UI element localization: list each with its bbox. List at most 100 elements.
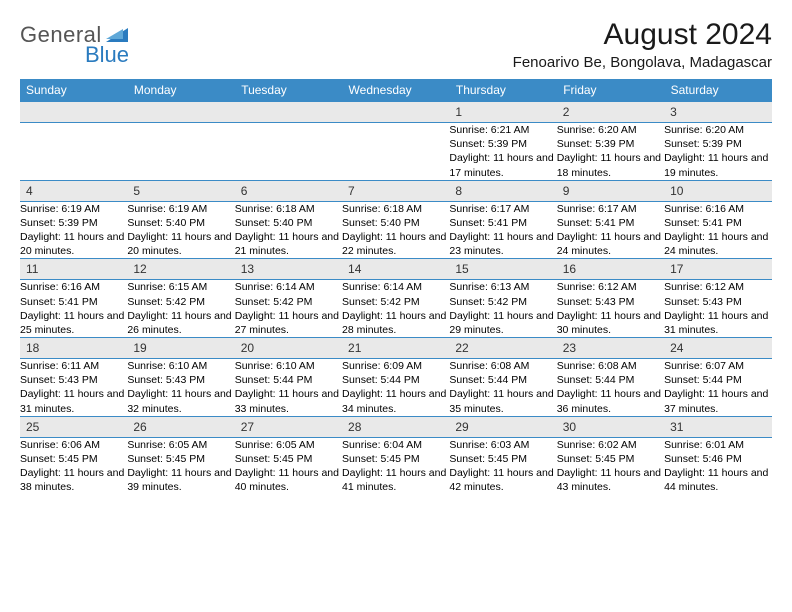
sunrise-text: Sunrise: 6:04 AM [342,438,449,452]
sunrise-text: Sunrise: 6:11 AM [20,359,127,373]
sunrise-text: Sunrise: 6:14 AM [342,280,449,294]
day-details-cell: Sunrise: 6:15 AMSunset: 5:42 PMDaylight:… [127,280,234,338]
sunset-text: Sunset: 5:45 PM [557,452,664,466]
day-number: 28 [342,417,449,437]
day-details-cell: Sunrise: 6:03 AMSunset: 5:45 PMDaylight:… [449,437,556,494]
sunset-text: Sunset: 5:44 PM [449,373,556,387]
day-number: 29 [449,417,556,437]
sunset-text: Sunset: 5:39 PM [557,137,664,151]
day-number-cell: 7 [342,180,449,201]
month-title: August 2024 [513,18,772,52]
weekday-header: Friday [557,79,664,102]
sunset-text: Sunset: 5:42 PM [127,295,234,309]
sunset-text: Sunset: 5:45 PM [20,452,127,466]
sunset-text: Sunset: 5:41 PM [664,216,771,230]
day-number: 31 [664,417,771,437]
sunset-text: Sunset: 5:39 PM [449,137,556,151]
day-number-cell: 29 [449,416,556,437]
daylight-text: Daylight: 11 hours and 24 minutes. [664,230,771,258]
day-number-cell: 31 [664,416,771,437]
day-details-cell: Sunrise: 6:11 AMSunset: 5:43 PMDaylight:… [20,359,127,417]
day-number-cell: 25 [20,416,127,437]
daylight-text: Daylight: 11 hours and 20 minutes. [20,230,127,258]
sunset-text: Sunset: 5:45 PM [449,452,556,466]
sunset-text: Sunset: 5:45 PM [127,452,234,466]
day-number-cell: 12 [127,259,234,280]
day-number: 10 [664,181,771,201]
day-details-cell: Sunrise: 6:19 AMSunset: 5:40 PMDaylight:… [127,201,234,259]
day-number: 12 [127,259,234,279]
day-number-cell [127,102,234,123]
day-number: 4 [20,181,127,201]
daylight-text: Daylight: 11 hours and 24 minutes. [557,230,664,258]
sunset-text: Sunset: 5:45 PM [235,452,342,466]
day-number: 17 [664,259,771,279]
header: General August 2024 Fenoarivo Be, Bongol… [20,18,772,71]
day-details-cell [20,123,127,181]
sunset-text: Sunset: 5:41 PM [20,295,127,309]
daylight-text: Daylight: 11 hours and 36 minutes. [557,387,664,415]
sunset-text: Sunset: 5:46 PM [664,452,771,466]
weekday-header: Monday [127,79,234,102]
day-details-cell: Sunrise: 6:10 AMSunset: 5:44 PMDaylight:… [235,359,342,417]
sunset-text: Sunset: 5:43 PM [127,373,234,387]
day-number-cell: 27 [235,416,342,437]
day-details-cell: Sunrise: 6:01 AMSunset: 5:46 PMDaylight:… [664,437,771,494]
daylight-text: Daylight: 11 hours and 19 minutes. [664,151,771,179]
day-details-cell: Sunrise: 6:17 AMSunset: 5:41 PMDaylight:… [557,201,664,259]
day-number-cell: 16 [557,259,664,280]
sunrise-text: Sunrise: 6:08 AM [557,359,664,373]
sunset-text: Sunset: 5:43 PM [20,373,127,387]
details-row: Sunrise: 6:11 AMSunset: 5:43 PMDaylight:… [20,359,772,417]
daylight-text: Daylight: 11 hours and 44 minutes. [664,466,771,494]
sunset-text: Sunset: 5:44 PM [235,373,342,387]
day-details-cell: Sunrise: 6:07 AMSunset: 5:44 PMDaylight:… [664,359,771,417]
day-number-cell: 18 [20,338,127,359]
day-number-cell: 15 [449,259,556,280]
sunrise-text: Sunrise: 6:12 AM [664,280,771,294]
sunrise-text: Sunrise: 6:16 AM [20,280,127,294]
logo-triangle-icon [106,26,128,42]
day-details-cell: Sunrise: 6:04 AMSunset: 5:45 PMDaylight:… [342,437,449,494]
sunrise-text: Sunrise: 6:02 AM [557,438,664,452]
sunrise-text: Sunrise: 6:10 AM [127,359,234,373]
daynum-row: 18192021222324 [20,338,772,359]
sunrise-text: Sunrise: 6:14 AM [235,280,342,294]
daylight-text: Daylight: 11 hours and 35 minutes. [449,387,556,415]
daylight-text: Daylight: 11 hours and 18 minutes. [557,151,664,179]
sunrise-text: Sunrise: 6:09 AM [342,359,449,373]
day-number-cell: 2 [557,102,664,123]
day-number-cell [235,102,342,123]
day-details-cell [342,123,449,181]
daylight-text: Daylight: 11 hours and 37 minutes. [664,387,771,415]
sunrise-text: Sunrise: 6:03 AM [449,438,556,452]
day-number: 6 [235,181,342,201]
day-number: 19 [127,338,234,358]
sunrise-text: Sunrise: 6:06 AM [20,438,127,452]
daylight-text: Daylight: 11 hours and 21 minutes. [235,230,342,258]
day-number: 20 [235,338,342,358]
daylight-text: Daylight: 11 hours and 33 minutes. [235,387,342,415]
day-number-cell: 9 [557,180,664,201]
day-number-cell: 6 [235,180,342,201]
day-number-cell: 19 [127,338,234,359]
daynum-row: 11121314151617 [20,259,772,280]
sunrise-text: Sunrise: 6:19 AM [127,202,234,216]
sunset-text: Sunset: 5:44 PM [557,373,664,387]
day-details-cell: Sunrise: 6:12 AMSunset: 5:43 PMDaylight:… [664,280,771,338]
weekday-header: Sunday [20,79,127,102]
daynum-row: 45678910 [20,180,772,201]
weekday-header: Tuesday [235,79,342,102]
sunrise-text: Sunrise: 6:19 AM [20,202,127,216]
day-details-cell: Sunrise: 6:09 AMSunset: 5:44 PMDaylight:… [342,359,449,417]
day-number: 13 [235,259,342,279]
sunset-text: Sunset: 5:42 PM [235,295,342,309]
day-number-cell: 11 [20,259,127,280]
day-number-cell [342,102,449,123]
day-number: 27 [235,417,342,437]
details-row: Sunrise: 6:16 AMSunset: 5:41 PMDaylight:… [20,280,772,338]
location: Fenoarivo Be, Bongolava, Madagascar [513,54,772,71]
sunrise-text: Sunrise: 6:10 AM [235,359,342,373]
day-details-cell: Sunrise: 6:14 AMSunset: 5:42 PMDaylight:… [235,280,342,338]
sunrise-text: Sunrise: 6:12 AM [557,280,664,294]
